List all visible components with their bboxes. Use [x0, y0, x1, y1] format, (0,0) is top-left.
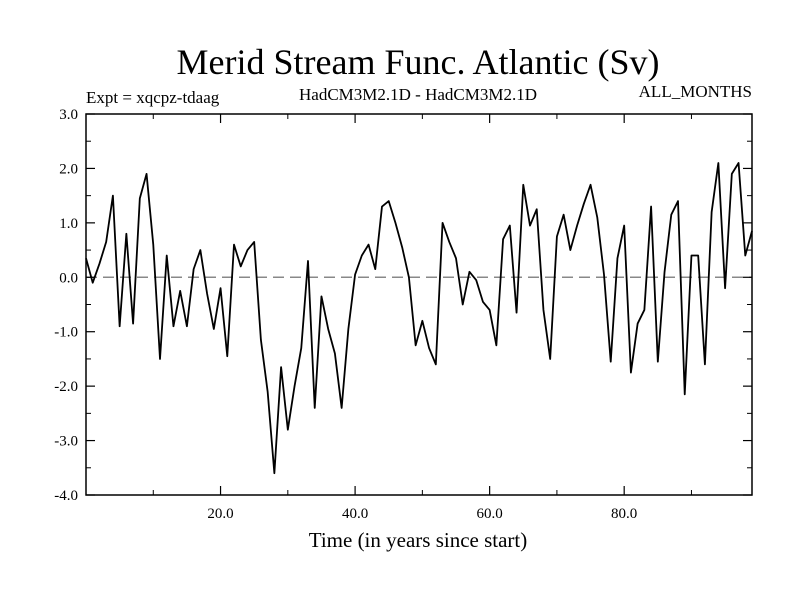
- y-tick-label: 1.0: [59, 216, 78, 232]
- y-tick-label: -2.0: [54, 379, 78, 395]
- y-tick-label: 0.0: [59, 270, 78, 286]
- period-label: ALL_MONTHS: [639, 82, 752, 101]
- x-axis-label: Time (in years since start): [309, 528, 528, 552]
- x-tick-label: 20.0: [207, 506, 233, 522]
- x-tick-label: 40.0: [342, 506, 368, 522]
- series-layer: [85, 162, 753, 475]
- y-tick-label: -4.0: [54, 488, 78, 504]
- y-tick-label: 3.0: [59, 107, 78, 123]
- model-label: HadCM3M2.1D - HadCM3M2.1D: [299, 85, 537, 104]
- x-tick-label: 60.0: [477, 506, 503, 522]
- y-tick-label: -1.0: [54, 325, 78, 341]
- y-tick-label: -3.0: [54, 434, 78, 450]
- x-tick-label: 80.0: [611, 506, 637, 522]
- chart-title: Merid Stream Func. Atlantic (Sv): [177, 42, 660, 82]
- series-line-0: [85, 162, 753, 475]
- y-tick-label: 2.0: [59, 161, 78, 177]
- axis-layer: -4.0 -3.0 -2.0 -1.0 0.0 1.0 2.0 3.0 20.0 40.0 60.0…: [54, 107, 753, 522]
- experiment-label: Expt = xqcpz-tdaag: [86, 88, 220, 107]
- plot-frame: [85, 113, 753, 496]
